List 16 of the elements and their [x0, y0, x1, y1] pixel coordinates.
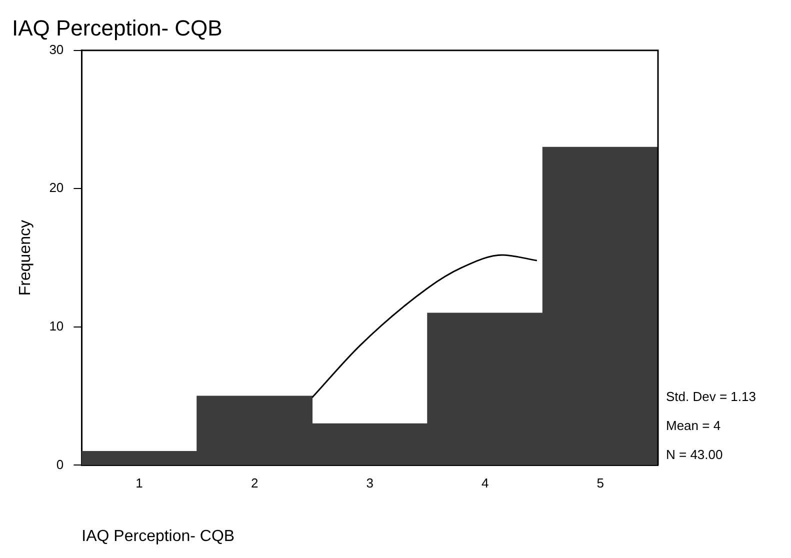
text: Mean = 4 [666, 418, 721, 433]
y-tick-label: 20 [49, 180, 64, 196]
y-tick-label: 30 [49, 42, 64, 57]
y-axis-title: Frequency [17, 220, 34, 296]
text: N = 43.00 [666, 446, 723, 462]
y-tick-label: 0 [56, 456, 64, 472]
x-tick-label: 4 [481, 476, 489, 491]
x-tick-label: 5 [596, 476, 604, 491]
y-tick-label: 10 [49, 318, 64, 334]
x-axis-title: IAQ Perception- CQB [82, 528, 235, 545]
x-tick-label: 1 [136, 476, 143, 491]
chart-title: IAQ Perception- CQB [12, 15, 222, 40]
text: Std. Dev = 1.13 [666, 388, 756, 404]
line-series [311, 254, 538, 398]
x-tick-label: 3 [366, 476, 374, 491]
x-tick-label: 2 [250, 476, 258, 491]
